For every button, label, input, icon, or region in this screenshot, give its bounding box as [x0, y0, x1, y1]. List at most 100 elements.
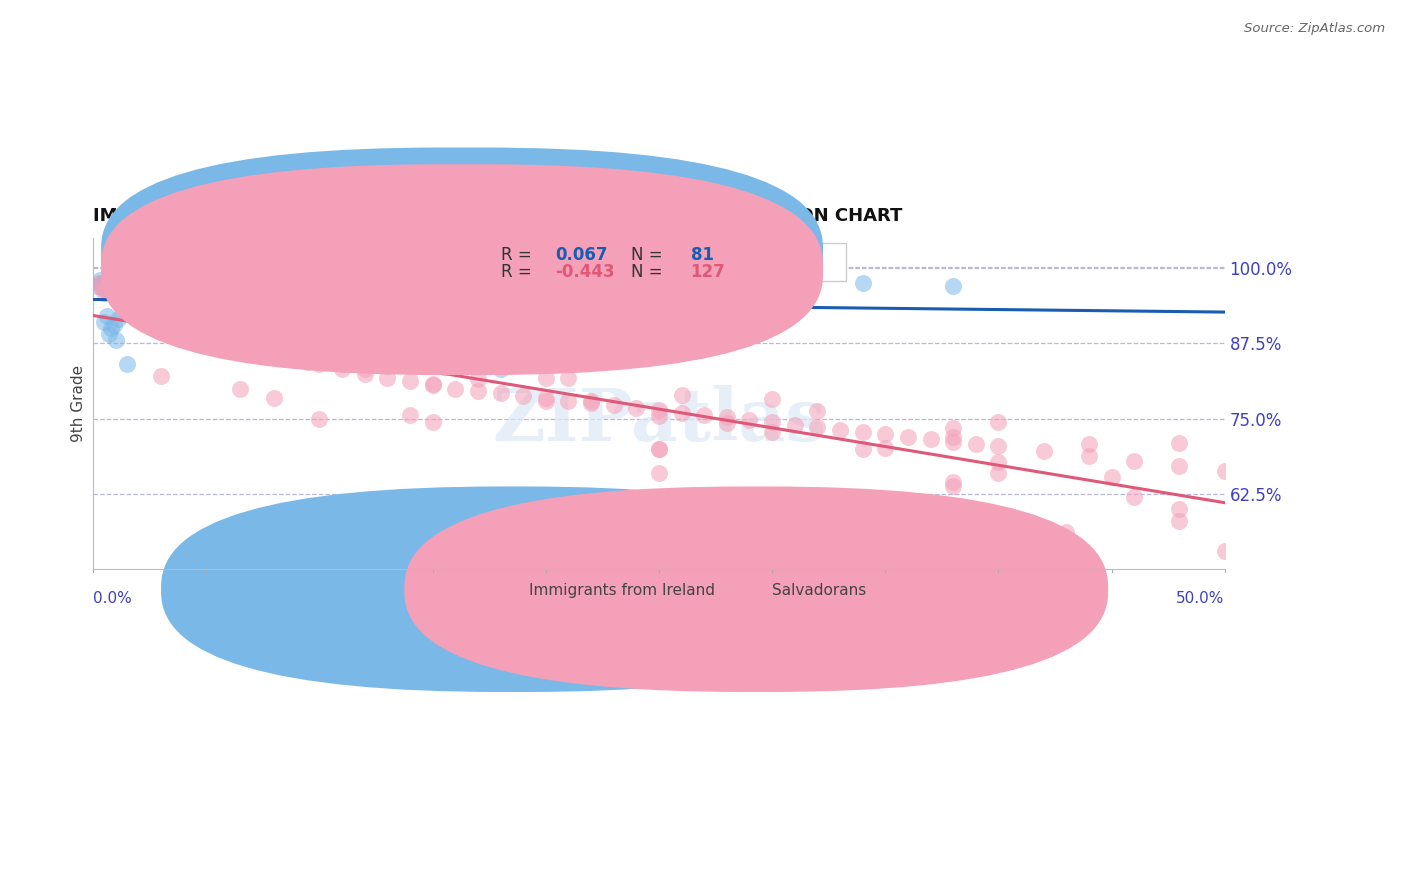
Point: [783, 417, 806, 432]
Point: [263, 326, 285, 340]
Point: [195, 279, 218, 293]
Point: [399, 374, 422, 388]
Point: [263, 348, 285, 362]
Point: [285, 336, 308, 351]
Point: [806, 404, 828, 418]
Point: [104, 290, 127, 304]
Text: 0.0%: 0.0%: [93, 591, 132, 606]
Point: [204, 327, 226, 342]
Point: [433, 360, 456, 375]
Point: [115, 290, 138, 304]
Point: [648, 442, 671, 456]
Point: [229, 282, 252, 296]
Point: [353, 341, 375, 355]
Point: [987, 415, 1010, 429]
Point: [377, 276, 399, 290]
Point: [114, 279, 136, 293]
Point: [118, 300, 141, 314]
Point: [297, 351, 319, 366]
Point: [512, 389, 534, 403]
Point: [139, 279, 162, 293]
Point: [987, 466, 1010, 480]
Point: [308, 352, 330, 367]
Point: [110, 280, 132, 294]
Point: [229, 334, 252, 348]
Point: [139, 303, 162, 318]
Point: [422, 378, 444, 392]
Point: [489, 386, 512, 401]
Point: [115, 358, 138, 372]
Point: [942, 420, 965, 434]
Point: [297, 355, 319, 369]
Point: [150, 309, 173, 323]
Point: [240, 343, 263, 357]
Point: [139, 314, 162, 328]
Point: [330, 279, 353, 293]
Point: [1168, 435, 1191, 450]
Point: [285, 352, 308, 367]
Point: [98, 285, 121, 299]
Point: [89, 273, 111, 287]
Point: [125, 294, 148, 309]
Point: [274, 350, 297, 364]
Point: [263, 343, 285, 357]
Point: [103, 276, 125, 290]
Point: [671, 406, 693, 420]
Point: [167, 276, 190, 290]
Point: [467, 372, 489, 386]
Point: [897, 430, 920, 444]
Point: [93, 276, 115, 290]
Point: [143, 297, 166, 311]
Point: [444, 382, 467, 396]
Point: [579, 393, 602, 408]
Point: [155, 303, 177, 318]
Point: [166, 324, 188, 338]
Point: [107, 280, 129, 294]
Point: [267, 345, 290, 359]
Point: [252, 279, 274, 293]
Text: R =: R =: [501, 246, 537, 264]
Text: IMMIGRANTS FROM IRELAND VS SALVADORAN 9TH GRADE CORRELATION CHART: IMMIGRANTS FROM IRELAND VS SALVADORAN 9T…: [93, 207, 903, 225]
Point: [648, 403, 671, 417]
Y-axis label: 9th Grade: 9th Grade: [72, 365, 86, 442]
Point: [125, 282, 148, 296]
Point: [1077, 437, 1099, 451]
Point: [240, 339, 263, 353]
Point: [107, 312, 129, 326]
Point: [716, 417, 738, 431]
Point: [308, 411, 330, 425]
Point: [195, 334, 218, 348]
Point: [330, 362, 353, 376]
Point: [875, 427, 897, 442]
Point: [534, 391, 557, 405]
Text: ZIPatlas: ZIPatlas: [492, 384, 825, 456]
Point: [104, 334, 127, 348]
Point: [1213, 544, 1236, 558]
Point: [100, 282, 122, 296]
Point: [115, 273, 138, 287]
Point: [738, 413, 761, 427]
Point: [942, 475, 965, 489]
Text: 0.067: 0.067: [555, 246, 607, 264]
Point: [852, 425, 875, 439]
Point: [139, 304, 162, 318]
Point: [96, 279, 118, 293]
Text: 81: 81: [690, 246, 714, 264]
Point: [89, 276, 111, 290]
Point: [353, 351, 375, 366]
Point: [557, 371, 579, 385]
Point: [195, 334, 218, 348]
Point: [191, 321, 214, 335]
Point: [173, 273, 195, 287]
Point: [648, 409, 671, 424]
Point: [648, 280, 671, 294]
Point: [377, 359, 399, 373]
Point: [467, 384, 489, 398]
Point: [184, 330, 207, 344]
Point: [107, 277, 129, 292]
Point: [422, 376, 444, 391]
Point: [122, 303, 145, 318]
Point: [648, 466, 671, 480]
Point: [115, 298, 138, 312]
Point: [145, 317, 167, 331]
